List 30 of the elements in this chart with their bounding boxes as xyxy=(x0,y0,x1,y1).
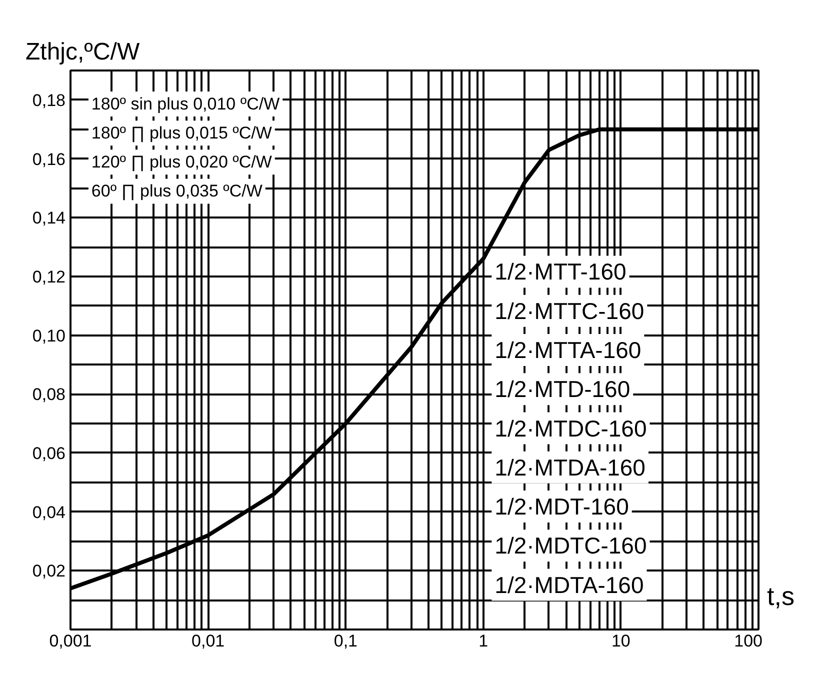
annotation: 1/2·MTTA-160 xyxy=(494,337,642,363)
annotation: 1/2·MDTA-160 xyxy=(494,572,644,598)
x-tick-label: 0,1 xyxy=(334,632,358,650)
annotation: 1/2·MTDA-160 xyxy=(494,454,646,480)
y-tick-label: 0,08 xyxy=(32,385,66,404)
y-tick-label: 0,14 xyxy=(32,208,66,228)
annotation: 180º ∏ plus 0,015 ºC/W xyxy=(91,124,272,143)
annotation: 1/2·MTDC-160 xyxy=(494,415,647,442)
y-tick-label: 0,18 xyxy=(32,90,66,110)
x-tick-label: 0,001 xyxy=(49,632,92,650)
y-tick-label: 0,12 xyxy=(32,267,66,286)
x-tick-label: 0,01 xyxy=(192,632,225,650)
x-axis-title: t,s xyxy=(767,580,794,613)
annotation: 1/2·MTTC-160 xyxy=(494,298,644,324)
annotation: 180º sin plus 0,010 ºC/W xyxy=(91,94,280,114)
x-tick-label: 100 xyxy=(734,632,763,650)
x-tick-label: 10 xyxy=(611,632,630,650)
annotation: 120º ∏ plus 0,020 ºC/W xyxy=(91,152,272,172)
annotation: 1/2·MTT-160 xyxy=(494,258,626,285)
y-tick-label: 0,10 xyxy=(32,326,66,346)
annotation: 1/2·MTD-160 xyxy=(494,376,630,402)
y-tick-label: 0,02 xyxy=(32,562,66,581)
y-tick-label: 0,06 xyxy=(32,444,66,463)
y-tick-label: 0,04 xyxy=(32,502,66,522)
annotation: 1/2·MDT-160 xyxy=(494,494,629,520)
y-axis-title: Zthjc,ºC/W xyxy=(26,38,140,66)
x-tick-label: 1 xyxy=(478,632,488,650)
annotation: 1/2·MDTC-160 xyxy=(494,532,647,559)
y-tick-label: 0,16 xyxy=(32,150,66,169)
annotation: 60º ∏ plus 0,035 ºC/W xyxy=(91,182,262,201)
